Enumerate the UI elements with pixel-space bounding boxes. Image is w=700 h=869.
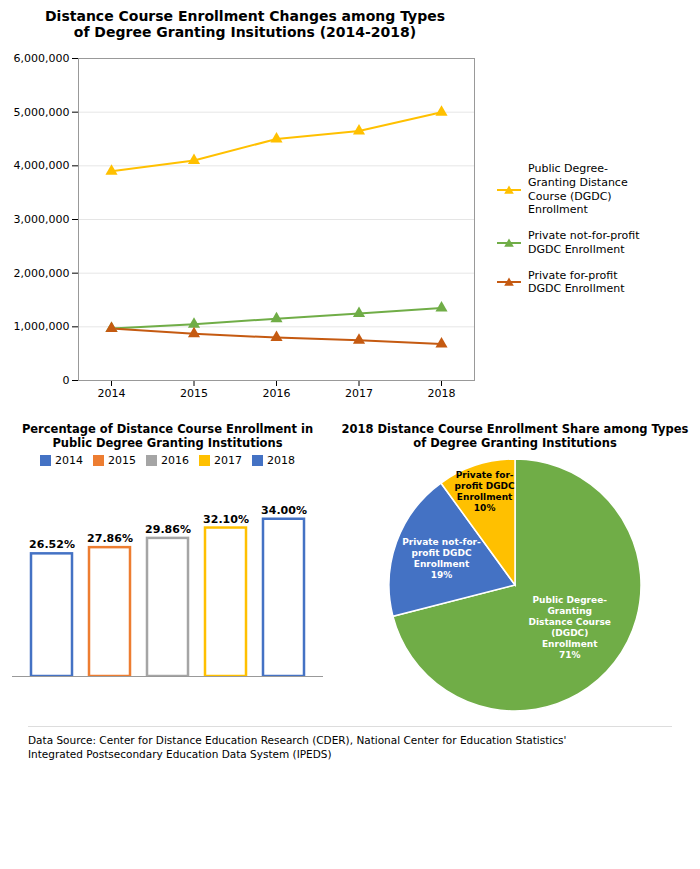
html-text:2015: 2015 — [108, 454, 136, 467]
svg-text:29.86%: 29.86% — [145, 523, 191, 536]
html-text:Data Source: Center for Distan: Data Source: Center for Distance Educati… — [28, 734, 567, 761]
html-text:Public Degree- Granting Distan: Public Degree- Granting Distance Course … — [528, 162, 628, 217]
svg-text:Private for-profit DGDCEnrollm: Private for-profit DGDCEnrollment10% — [455, 470, 515, 513]
svg-text:2014: 2014 — [98, 387, 126, 400]
html-text:Percentage of Distance Course: Percentage of Distance Course Enrollment… — [21, 422, 314, 450]
svg-text:27.86%: 27.86% — [87, 532, 133, 545]
html-text:Private not-for-profit DGDC En: Private not-for-profit DGDC Enrollment — [528, 229, 640, 256]
svg-text:6,000,000: 6,000,000 — [14, 52, 70, 65]
svg-text:Private not-for-profit DGDCEnr: Private not-for-profit DGDCEnrollment19% — [402, 537, 481, 580]
svg-text:4,000,000: 4,000,000 — [14, 159, 70, 172]
svg-text:1,000,000: 1,000,000 — [14, 320, 70, 333]
svg-text:34.00%: 34.00% — [261, 504, 307, 517]
svg-text:2015: 2015 — [180, 387, 208, 400]
svg-text:5,000,000: 5,000,000 — [14, 106, 70, 119]
html-text:2018: 2018 — [267, 454, 295, 467]
html-text:Private for-profit DGDC Enroll: Private for-profit DGDC Enrollment — [528, 268, 625, 296]
html-text:2017: 2017 — [214, 454, 242, 467]
svg-text:32.10%: 32.10% — [203, 513, 249, 526]
svg-text:2018: 2018 — [428, 387, 456, 400]
html-text:2014: 2014 — [55, 454, 83, 467]
svg-text:2016: 2016 — [263, 387, 291, 400]
html-text:2018 Distance Course Enrollmen: 2018 Distance Course Enrollment Share am… — [341, 422, 689, 450]
svg-text:Public Degree-GrantingDistance: Public Degree-GrantingDistance Course(DG… — [529, 595, 611, 660]
svg-text:2,000,000: 2,000,000 — [14, 267, 70, 280]
svg-text:3,000,000: 3,000,000 — [14, 213, 70, 226]
svg-text:26.52%: 26.52% — [29, 538, 75, 551]
html-text:Distance Course Enrollment Cha: Distance Course Enrollment Changes among… — [45, 8, 445, 40]
svg-text:2017: 2017 — [345, 387, 373, 400]
html-text:2016: 2016 — [161, 454, 189, 467]
svg-text:0: 0 — [63, 374, 70, 387]
